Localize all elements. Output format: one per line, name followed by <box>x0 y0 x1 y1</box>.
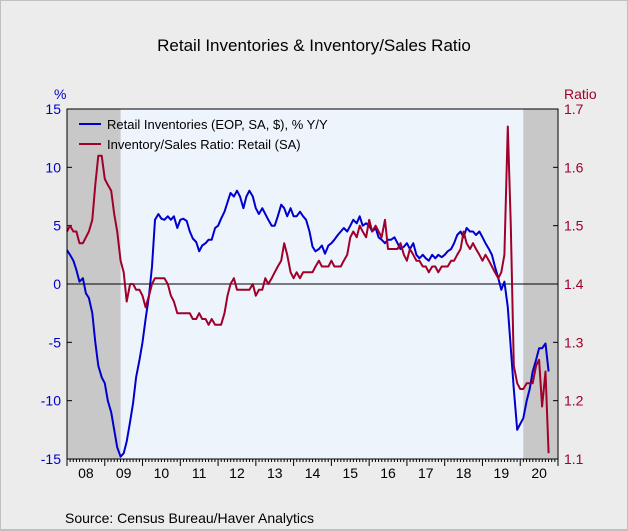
left-tick-label: 15 <box>45 101 61 117</box>
left-tick-label: -5 <box>49 334 62 350</box>
right-tick-label: 1.1 <box>564 451 584 467</box>
right-tick-label: 1.6 <box>564 159 584 175</box>
source-note: Source: Census Bureau/Haver Analytics <box>65 510 314 526</box>
x-tick-label: 13 <box>267 465 283 481</box>
x-tick-label: 10 <box>154 465 170 481</box>
chart-title: Retail Inventories & Inventory/Sales Rat… <box>157 36 471 55</box>
x-tick-label: 18 <box>456 465 472 481</box>
left-tick-label: 5 <box>53 218 61 234</box>
x-tick-label: 19 <box>494 465 510 481</box>
left-tick-label: 0 <box>53 276 61 292</box>
right-tick-label: 1.3 <box>564 334 584 350</box>
legend-label: Inventory/Sales Ratio: Retail (SA) <box>107 137 301 152</box>
x-tick-label: 09 <box>116 465 132 481</box>
right-tick-label: 1.2 <box>564 393 584 409</box>
left-tick-label: -10 <box>41 393 61 409</box>
x-tick-label: 16 <box>380 465 396 481</box>
x-tick-label: 12 <box>229 465 245 481</box>
plot-border <box>66 108 559 460</box>
x-tick-label: 08 <box>78 465 94 481</box>
x-tick-label: 20 <box>531 465 547 481</box>
left-axis-label: % <box>54 86 66 102</box>
right-tick-label: 1.5 <box>564 218 584 234</box>
series-line-ratio <box>66 125 550 454</box>
right-tick-label: 1.7 <box>564 101 584 117</box>
right-tick-label: 1.4 <box>564 276 584 292</box>
legend-label: Retail Inventories (EOP, SA, $), % Y/Y <box>107 117 328 132</box>
x-tick-label: 14 <box>305 465 321 481</box>
left-tick-label: -15 <box>41 451 61 467</box>
x-tick-label: 17 <box>418 465 434 481</box>
plot-area: 15 10 5 0 -5 -10 -15 1.7 1.6 1.5 1.4 1.3 1.2 1.1 08 09 1… <box>41 101 584 481</box>
x-tick-label: 15 <box>342 465 358 481</box>
left-tick-label: 10 <box>45 159 61 175</box>
right-axis-label: Ratio <box>564 86 597 102</box>
x-tick-label: 11 <box>192 465 207 481</box>
series-line-inventories <box>66 189 550 458</box>
